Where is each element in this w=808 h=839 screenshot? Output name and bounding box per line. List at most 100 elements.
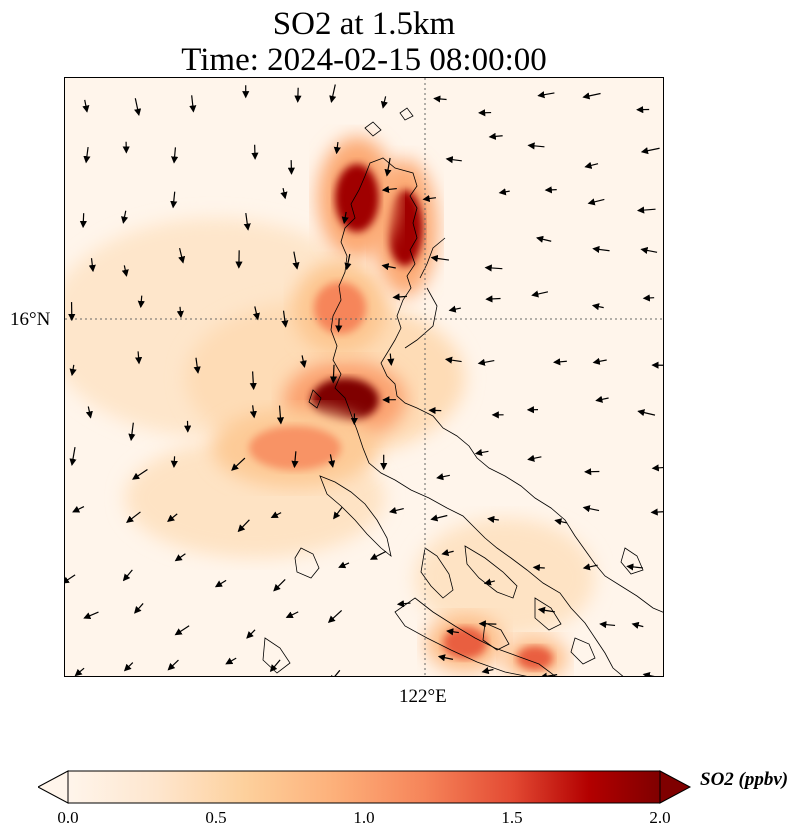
- so2-hotspot: [387, 190, 423, 266]
- wind-vector: [335, 318, 343, 333]
- wind-vector: [531, 290, 549, 298]
- wind-vector: [599, 621, 616, 629]
- wind-vector: [436, 473, 450, 481]
- wind-vector: [640, 147, 660, 155]
- wind-vector: [441, 549, 454, 557]
- wind-vector: [592, 357, 607, 365]
- so2-hotspot: [517, 646, 553, 670]
- chart-title-line2: Time: 2024-02-15 08:00:00: [181, 42, 547, 78]
- wind-vector: [446, 628, 459, 636]
- wind-vector: [477, 358, 495, 366]
- wind-vector: [121, 210, 129, 224]
- wind-vector: [176, 306, 184, 319]
- wind-vector: [592, 245, 610, 254]
- chart-title-line1: SO2 at 1.5km: [272, 6, 456, 42]
- colorbar-tick: 0.0: [57, 808, 79, 827]
- wind-vector: [387, 353, 395, 367]
- wind-vector: [69, 446, 77, 466]
- wind-vector: [243, 213, 251, 231]
- wind-vector: [225, 657, 237, 665]
- wind-vector: [532, 564, 545, 572]
- wind-vector: [388, 506, 404, 514]
- wind-vector: [537, 91, 555, 99]
- wind-vector: [384, 157, 392, 177]
- wind-vector: [280, 187, 288, 200]
- wind-vector: [341, 211, 349, 225]
- wind-vector: [122, 569, 133, 582]
- wind-vector: [344, 253, 352, 271]
- so2-hotspot: [311, 378, 379, 422]
- wind-vector: [642, 294, 655, 302]
- wind-vector: [650, 508, 663, 516]
- wind-vector: [488, 132, 503, 140]
- wind-vector: [171, 147, 179, 164]
- wind-vector: [88, 258, 96, 273]
- wind-vector: [487, 515, 499, 523]
- wind-vector: [69, 364, 77, 377]
- wind-vector: [328, 454, 336, 468]
- wind-vector: [329, 364, 338, 384]
- wind-vector: [249, 371, 257, 391]
- wind-vector: [380, 96, 388, 109]
- wind-vector: [595, 395, 609, 403]
- wind-vector: [642, 672, 655, 676]
- wind-vector: [582, 563, 598, 571]
- wind-vector: [582, 505, 600, 513]
- wind-vector: [269, 659, 281, 673]
- wind-vector: [381, 185, 397, 194]
- colorbar-gradient: [67, 770, 661, 804]
- coastlines: [262, 107, 663, 676]
- wind-vector: [338, 561, 350, 569]
- wind-vector: [553, 358, 567, 366]
- wind-vector: [231, 457, 246, 471]
- wind-vector: [437, 654, 454, 662]
- wind-vector: [292, 251, 300, 270]
- wind-vector: [527, 454, 542, 462]
- map-panel: [64, 77, 664, 677]
- wind-vector: [85, 406, 93, 419]
- wind-vector: [174, 553, 186, 562]
- colorbar-tick: 2.0: [649, 808, 671, 827]
- wind-vector: [134, 351, 143, 365]
- wind-vector: [83, 611, 99, 620]
- wind-vector: [299, 355, 307, 368]
- wind-vector: [527, 142, 545, 150]
- wind-vector: [79, 213, 87, 229]
- so2-background-haze: [415, 518, 595, 638]
- colorbar-max-extension: [659, 770, 692, 804]
- wind-vector: [170, 191, 178, 209]
- wind-vector: [536, 235, 552, 243]
- wind-vector: [134, 98, 142, 117]
- wind-vector: [448, 305, 461, 313]
- wind-vector: [333, 507, 343, 520]
- wind-vector: [498, 188, 510, 196]
- colorbar-min-extension: [38, 770, 69, 804]
- wind-vector: [281, 310, 289, 328]
- wind-vector: [249, 405, 257, 419]
- wind-vector: [237, 519, 250, 533]
- wind-vector: [637, 409, 656, 417]
- wind-vector: [539, 672, 558, 676]
- wind-vector: [82, 99, 90, 113]
- wind-vector: [137, 295, 145, 309]
- wind-vector: [285, 611, 299, 619]
- wind-vector: [631, 621, 644, 629]
- wind-vector: [640, 246, 658, 254]
- so2-map: [65, 78, 663, 676]
- wind-vector: [485, 295, 501, 303]
- wind-vector: [636, 206, 656, 214]
- wind-vector: [483, 578, 495, 586]
- wind-vector: [134, 603, 144, 614]
- wind-vector: [270, 511, 282, 518]
- wind-vector: [167, 513, 178, 523]
- wind-vector: [430, 514, 448, 522]
- wind-vector: [537, 606, 555, 614]
- wind-vector: [83, 146, 91, 164]
- wind-vector: [591, 303, 604, 311]
- wind-vector: [170, 456, 178, 468]
- wind-vector: [396, 600, 411, 608]
- so2-hotspot: [249, 426, 341, 470]
- wind-vector: [481, 667, 494, 675]
- wind-vector: [246, 629, 256, 639]
- wind-vector: [65, 574, 76, 584]
